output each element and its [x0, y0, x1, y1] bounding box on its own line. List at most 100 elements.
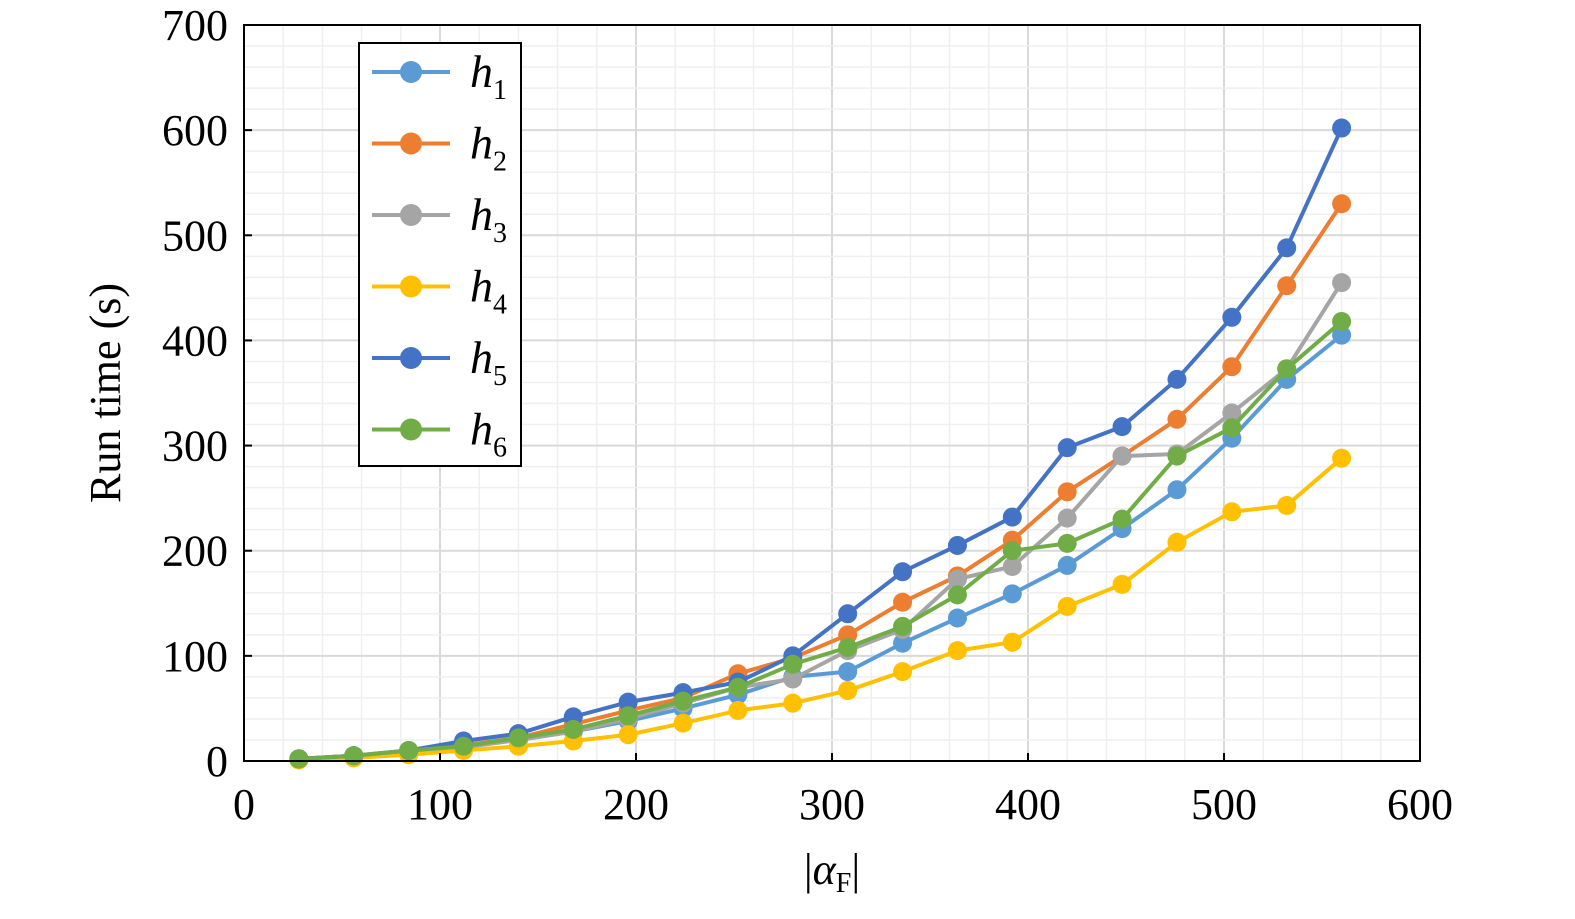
svg-text:|αF|: |αF| [804, 845, 860, 899]
data-point-h4 [618, 725, 638, 745]
x-tick-label: 200 [603, 780, 669, 829]
data-point-h6 [838, 637, 858, 657]
legend-item-h2: h2 [372, 118, 507, 178]
data-point-h4 [1112, 574, 1132, 594]
data-point-h4 [947, 641, 967, 661]
data-point-h3 [1002, 556, 1022, 576]
data-point-h1 [893, 633, 913, 653]
y-tick-label: 600 [162, 106, 228, 155]
data-point-h5 [1002, 507, 1022, 527]
legend-marker-h2 [400, 132, 422, 155]
data-point-h3 [1057, 508, 1077, 528]
legend-label-subscript: 4 [493, 290, 507, 321]
data-point-h4 [783, 693, 803, 713]
legend-label-base: h [470, 404, 493, 455]
legend-marker-h6 [400, 418, 422, 441]
y-tick-label: 0 [206, 737, 228, 786]
data-point-h6 [1167, 446, 1187, 466]
data-point-h6 [508, 728, 528, 748]
y-tick-label: 100 [162, 632, 228, 681]
data-point-h6 [1002, 541, 1022, 561]
data-point-h6 [563, 719, 583, 739]
series-h6 [289, 312, 1352, 769]
data-point-h2 [1057, 482, 1077, 502]
legend-label-h6: h6 [470, 404, 507, 464]
data-point-h6 [289, 749, 309, 769]
data-point-h3 [1332, 273, 1352, 293]
data-point-h6 [1057, 533, 1077, 553]
legend-marker-h3 [400, 204, 422, 226]
data-point-h5 [1277, 238, 1297, 258]
data-point-h5 [1112, 417, 1132, 437]
data-point-h4 [728, 701, 748, 721]
data-point-h3 [1112, 446, 1132, 466]
x-tick-label: 400 [995, 780, 1061, 829]
data-point-h4 [1002, 632, 1022, 652]
legend-label-subscript: 6 [493, 433, 507, 464]
legend-label-h4: h4 [470, 261, 507, 321]
legend-item-h6: h6 [372, 404, 507, 464]
data-point-h5 [1057, 438, 1077, 458]
x-axis-label-sub: F [836, 868, 852, 899]
legend-item-h4: h4 [372, 261, 507, 321]
legend-label-base: h [470, 189, 493, 240]
x-tick-label: 300 [799, 780, 865, 829]
y-tick-label: 700 [162, 1, 228, 50]
data-point-h3 [1222, 403, 1242, 423]
data-point-h1 [1002, 584, 1022, 604]
legend-label-base: h [470, 261, 493, 312]
data-point-h1 [947, 608, 967, 628]
y-tick-label: 500 [162, 211, 228, 260]
data-point-h5 [1167, 369, 1187, 389]
data-point-h6 [1222, 418, 1242, 438]
data-point-h4 [673, 713, 693, 733]
data-point-h6 [893, 616, 913, 636]
axis-ticks: 0 100 200 300 400 500 600 0 100 200 300 400 500 600 70… [162, 1, 1453, 829]
data-point-h6 [947, 585, 967, 605]
data-point-h5 [838, 604, 858, 624]
data-point-h4 [893, 662, 913, 682]
x-tick-label: 600 [1387, 780, 1453, 829]
data-point-h6 [1332, 312, 1352, 332]
legend-item-h1: h1 [372, 46, 507, 106]
data-point-h2 [1222, 357, 1242, 377]
legend-label-subscript: 1 [493, 75, 507, 106]
data-point-h4 [1057, 596, 1077, 616]
data-point-h2 [893, 592, 913, 612]
data-point-h2 [1332, 194, 1352, 214]
legend-marker-h5 [400, 347, 422, 369]
legend-label-subscript: 2 [493, 147, 507, 178]
data-point-h6 [1112, 509, 1132, 529]
data-point-h2 [1167, 409, 1187, 429]
y-tick-label: 200 [162, 527, 228, 576]
legend-marker-h1 [400, 61, 422, 83]
legend-item-h3: h3 [372, 189, 507, 249]
legend-marker-h4 [400, 275, 422, 298]
series-h4 [289, 448, 1352, 770]
x-axis-label-main: α [813, 845, 837, 894]
data-point-h2 [1277, 276, 1297, 296]
data-point-h5 [618, 692, 638, 712]
y-tick-label: 400 [162, 316, 228, 365]
x-tick-label: 100 [407, 780, 473, 829]
data-point-h6 [454, 736, 474, 756]
data-point-h4 [1167, 532, 1187, 552]
data-point-h1 [1332, 325, 1352, 345]
legend-label-base: h [470, 118, 493, 169]
data-point-h4 [1332, 448, 1352, 468]
data-point-h4 [838, 681, 858, 701]
data-point-h6 [783, 654, 803, 674]
y-axis-label: Run time (s) [81, 283, 130, 503]
legend-label-subscript: 5 [493, 361, 507, 392]
data-point-h4 [1222, 502, 1242, 522]
data-point-h1 [1167, 480, 1187, 500]
legend-label-subscript: 3 [493, 218, 507, 249]
data-point-h5 [947, 535, 967, 555]
data-point-h1 [1057, 555, 1077, 575]
legend-label-h3: h3 [470, 189, 507, 249]
x-axis-label: |αF| [804, 845, 860, 899]
data-point-h6 [1277, 359, 1297, 379]
data-point-h6 [673, 691, 693, 711]
data-point-h6 [399, 740, 419, 760]
